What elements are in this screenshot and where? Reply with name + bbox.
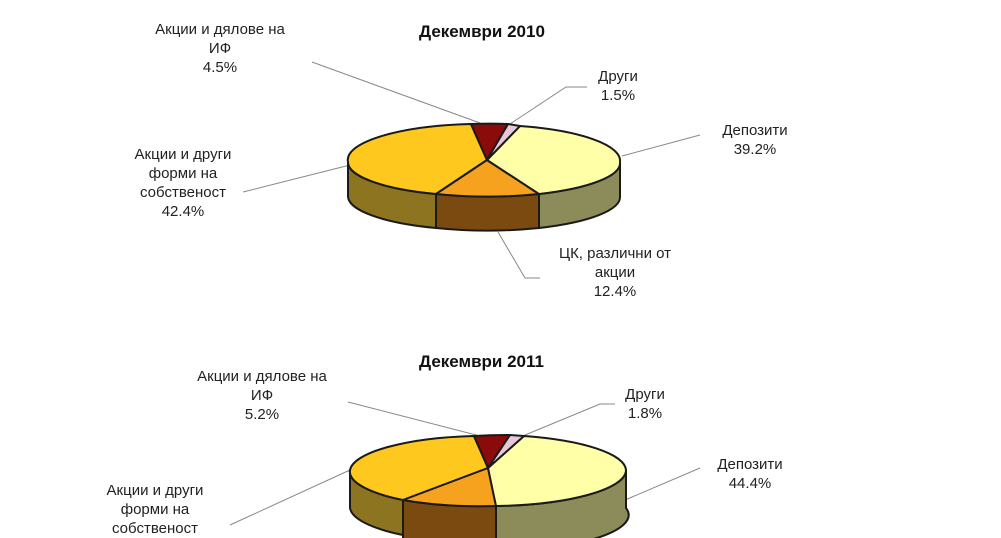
label-equity: Акции и други форми на собственост 42.4% xyxy=(108,145,258,221)
pie-chart-2010: Декември 2010 Акции и дялове на ИФ 4.5% … xyxy=(108,20,810,301)
label-securities: ЦК, различни от акции 12.4% xyxy=(540,244,690,301)
label-text: форми на xyxy=(148,165,218,182)
leader-line-other xyxy=(509,86,587,125)
label-value: 1.5% xyxy=(600,87,636,104)
label-text: собственост xyxy=(112,520,198,537)
label-text: акции xyxy=(594,264,636,281)
slice-other xyxy=(487,434,525,469)
leader-line-deposits xyxy=(621,134,701,157)
leader-line-securities xyxy=(497,231,540,279)
leader-line-equity xyxy=(242,164,351,193)
pie-2011-graphic xyxy=(229,401,701,538)
slice-deposits xyxy=(486,125,622,195)
leader-line-ifunds xyxy=(311,61,481,124)
pie-chart-2011: Декември 2011 Акции и дялове на ИФ 5.2% … xyxy=(0,340,1001,538)
label-text: ИФ xyxy=(208,40,232,57)
label-deposits: Депозити 39.2% xyxy=(700,121,810,159)
slice-securities xyxy=(402,467,497,508)
label-value: 4.5% xyxy=(202,59,238,76)
label-text: форми на xyxy=(120,501,190,518)
label-other: Други 1.8% xyxy=(605,385,685,423)
label-text: собственост xyxy=(140,184,226,201)
label-text: Акции и дялове на xyxy=(197,368,327,385)
label-value: 39.2% xyxy=(733,141,777,158)
label-text: Депозити xyxy=(722,122,788,139)
leader-line-other xyxy=(512,403,615,441)
slice-securities xyxy=(435,159,540,198)
label-text: ЦК, различни от xyxy=(558,245,672,262)
label-text: Други xyxy=(598,68,638,85)
label-text: Депозити xyxy=(717,456,783,473)
label-ifunds: Акции и дялове на ИФ 4.5% xyxy=(130,20,310,77)
side-securities xyxy=(435,192,540,232)
label-other: Други 1.5% xyxy=(578,67,658,105)
slice-other xyxy=(486,123,521,161)
slice-equity xyxy=(348,435,489,501)
label-value: 12.4% xyxy=(593,283,637,300)
label-text: ИФ xyxy=(250,387,274,404)
label-text: Акции и други xyxy=(106,482,204,499)
leader-line-ifunds xyxy=(347,401,481,437)
label-value: 44.4% xyxy=(728,475,772,492)
label-text: Други xyxy=(625,386,665,403)
label-ifunds: Акции и дялове на ИФ 5.2% xyxy=(172,367,352,424)
label-value: 42.4% xyxy=(161,203,205,220)
label-value: 1.8% xyxy=(627,405,663,422)
leader-line-equity xyxy=(229,469,351,526)
slice-deposits xyxy=(487,435,628,507)
chart-title: Декември 2011 xyxy=(419,352,544,371)
leader-line-deposits xyxy=(624,467,701,501)
label-equity: Акции и други форми на собственост xyxy=(80,481,230,538)
slice-equity xyxy=(346,123,488,195)
pie-2010-graphic xyxy=(242,61,701,279)
label-deposits: Депозити 44.4% xyxy=(695,455,805,493)
chart-title: Декември 2010 xyxy=(419,22,545,41)
label-value: 5.2% xyxy=(244,406,280,423)
label-text: Акции и други xyxy=(134,146,232,163)
label-text: Акции и дялове на xyxy=(155,21,285,38)
